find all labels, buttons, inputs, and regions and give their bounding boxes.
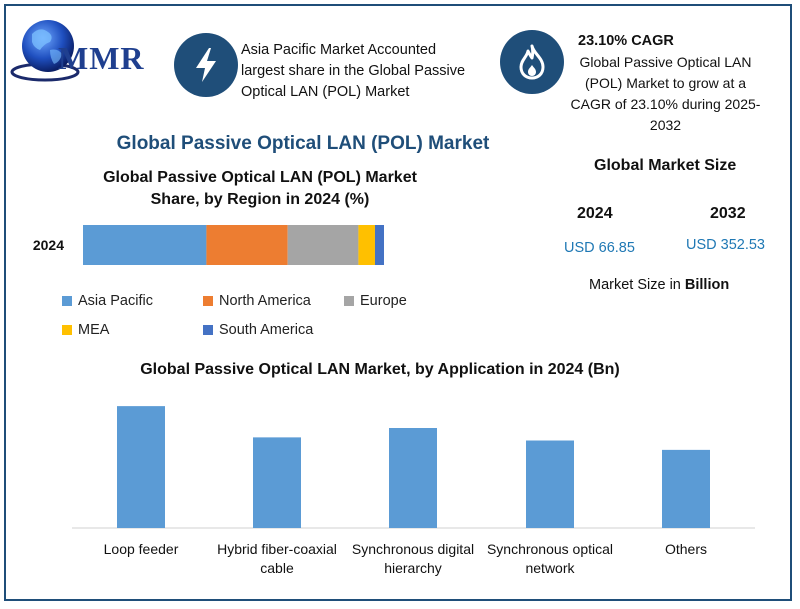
application-bar-chart (72, 406, 755, 529)
bar-loop-feeder (117, 406, 165, 528)
bar-segment-mea (358, 225, 375, 265)
market-year-2024: 2024 (577, 205, 613, 222)
globe-logo-icon (10, 20, 80, 82)
market-size-title: Global Market Size (594, 157, 737, 174)
region-chart-title-line1: Global Passive Optical LAN (POL) Market (103, 169, 417, 186)
bar-segment-asia-pacific (83, 225, 207, 265)
legend-swatch (344, 296, 354, 306)
market-size-unit-note: Market Size in Billion (589, 277, 729, 293)
legend-item-north-america: North America (203, 293, 311, 309)
legend-swatch (62, 296, 72, 306)
category-label-2024: 2024 (33, 237, 64, 253)
flame-icon (500, 30, 564, 94)
category-label: Hybrid fiber-coaxial cable (217, 541, 337, 576)
category-label: Synchronous optical network (486, 541, 614, 576)
market-year-2032: 2032 (710, 205, 746, 222)
legend-swatch (203, 325, 213, 335)
bar-synchronous-digital-hierarchy (389, 428, 437, 528)
legend-swatch (203, 296, 213, 306)
legend-label: Europe (360, 293, 407, 309)
cagr-title: 23.10% CAGR (578, 33, 674, 49)
legend-item-mea: MEA (62, 322, 109, 338)
bar-segment-europe (287, 225, 359, 265)
region-chart-title-line2: Share, by Region in 2024 (%) (150, 191, 370, 208)
application-category-labels: Loop feeder Hybrid fiber-coaxial cable Syn… (0, 540, 800, 590)
category-label: Synchronous digital hierarchy (351, 541, 475, 576)
bar-segment-north-america (206, 225, 288, 265)
region-chart-title: Global Passive Optical LAN (POL) Market … (80, 167, 440, 211)
legend-label: MEA (78, 322, 110, 338)
unit-note-prefix: Market Size in (589, 277, 685, 293)
legend-label: South America (219, 322, 314, 338)
market-value-2032: USD 352.53 (686, 237, 765, 253)
lightning-bolt-icon (174, 33, 238, 97)
legend-label: Asia Pacific (78, 293, 153, 309)
legend-item-south-america: South America (203, 322, 313, 338)
region-legend: Asia Pacific North America Europe MEA So… (62, 293, 442, 343)
legend-item-europe: Europe (344, 293, 407, 309)
category-label: Others (664, 541, 707, 557)
category-label: Loop feeder (103, 541, 179, 557)
bar-synchronous-optical-network (526, 440, 574, 528)
bar-hybrid-fiber-coaxial-cable (253, 437, 301, 528)
region-share-chart: 2024 (33, 225, 384, 265)
unit-note-unit: Billion (684, 277, 730, 293)
application-chart-title: Global Passive Optical LAN Market, by Ap… (140, 361, 620, 378)
market-value-2024: USD 66.85 (564, 240, 635, 256)
cagr-description: Global Passive Optical LAN (POL) Market … (570, 54, 761, 133)
main-title: Global Passive Optical LAN (POL) Market (116, 133, 490, 154)
logo-text: MMR (58, 40, 145, 76)
legend-swatch (62, 325, 72, 335)
legend-item-asia-pacific: Asia Pacific (62, 293, 153, 309)
bar-segment-south-america (374, 225, 384, 265)
mmr-logo: MMR (10, 10, 160, 85)
asia-pacific-info-text: Asia Pacific Market Accounted largest sh… (241, 42, 466, 100)
legend-label: North America (219, 293, 311, 309)
bar-others (662, 449, 710, 528)
